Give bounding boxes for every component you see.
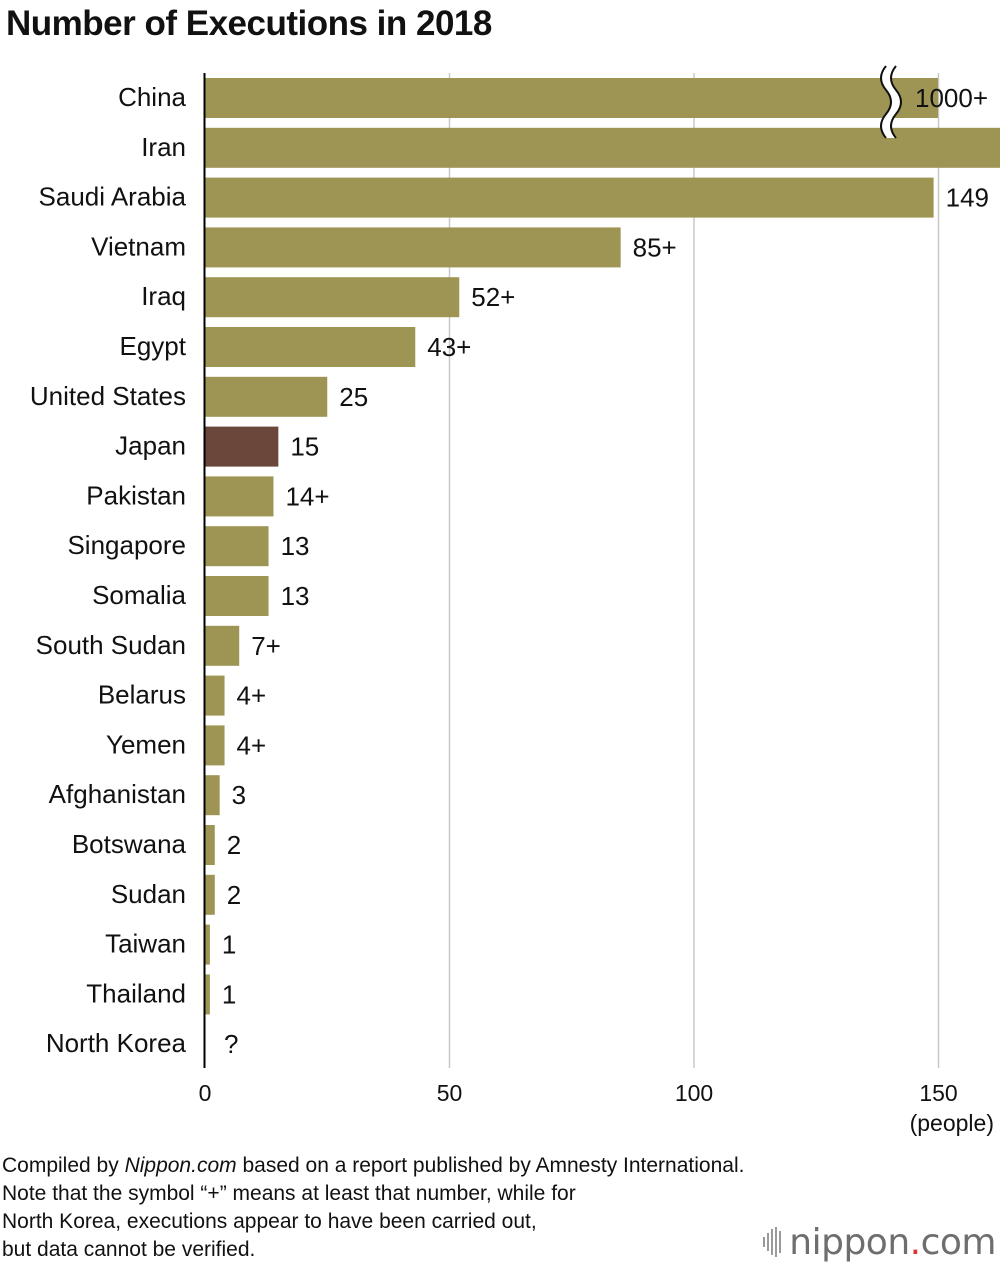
x-tick-label: 0: [199, 1080, 212, 1106]
logo-bars-icon: [763, 1227, 782, 1257]
value-labels: 1000+253+14985+52+43+251514+13137+4+4+32…: [222, 83, 989, 1059]
bar-chart: 1000+253+14985+52+43+251514+13137+4+4+32…: [30, 65, 1000, 1106]
value-label: 4+: [237, 730, 267, 760]
nippon-logo: nippon.com: [763, 1221, 997, 1263]
category-label: Afghanistan: [49, 779, 186, 809]
bar-iran: [205, 127, 1000, 168]
value-label: 1000+: [915, 83, 988, 113]
x-axis-unit-label: (people): [909, 1110, 994, 1136]
bar-pakistan: [205, 476, 274, 517]
axis-break-icon: [880, 65, 902, 139]
gridlines: [448, 73, 940, 1068]
bar-saudi-arabia: [205, 177, 934, 218]
bars: [205, 78, 1000, 1015]
footnotes: Compiled by Nippon.com based on a report…: [2, 1152, 744, 1264]
value-label: 2: [227, 830, 241, 860]
category-labels: China Iran Saudi Arabia Vietnam Iraq Egypt Uni…: [30, 82, 187, 1058]
bar-singapore: [205, 526, 269, 567]
x-tick-label: 100: [675, 1080, 713, 1106]
category-label: Iraq: [141, 281, 186, 311]
value-label: 14+: [285, 481, 329, 511]
note-line-3: North Korea, executions appear to have b…: [2, 1210, 537, 1233]
value-label: 43+: [427, 332, 471, 362]
value-label: 25: [339, 382, 368, 412]
category-label: Thailand: [86, 978, 186, 1008]
value-label: 52+: [471, 282, 515, 312]
bar-thailand: [205, 974, 210, 1015]
category-label: Sudan: [111, 879, 186, 909]
category-label: South Sudan: [36, 630, 186, 660]
bar-china: [205, 78, 938, 118]
category-label: Yemen: [106, 729, 186, 759]
note-line-2: Note that the symbol “+” means at least …: [2, 1182, 576, 1205]
value-label: 149: [946, 183, 989, 213]
x-tick-label: 150: [919, 1080, 957, 1106]
value-label: 85+: [633, 232, 677, 262]
x-tick-label: 50: [437, 1080, 463, 1106]
category-label: Saudi Arabia: [39, 182, 187, 212]
bar-united-states: [205, 376, 328, 417]
value-label: 2: [227, 880, 241, 910]
bar-botswana: [205, 825, 215, 865]
bar-afghanistan: [205, 775, 220, 816]
category-label: North Korea: [46, 1028, 187, 1058]
axis-break-marks: [880, 65, 902, 139]
note-line-1: Compiled by Nippon.com based on a report…: [2, 1154, 745, 1177]
value-label: 1: [222, 979, 236, 1009]
bar-japan: [205, 426, 279, 467]
note-line-4: but data cannot be verified.: [2, 1238, 256, 1261]
value-label: 13: [281, 581, 310, 611]
chart-title: Number of Executions in 2018: [6, 4, 492, 43]
category-label: Iran: [141, 132, 186, 162]
bar-somalia: [205, 576, 269, 616]
category-label: Taiwan: [105, 929, 186, 959]
break-line-right: [890, 65, 902, 139]
value-label: 13: [281, 531, 310, 561]
category-label: Botswana: [72, 829, 187, 859]
value-label: 4+: [237, 681, 267, 711]
bar-yemen: [205, 725, 225, 766]
value-label: 1: [222, 930, 236, 960]
x-tick-labels: 050100150200250: [199, 1080, 958, 1106]
bar-sudan: [205, 874, 215, 915]
value-label: ?: [224, 1029, 238, 1059]
logo-text: nippon.com: [789, 1221, 996, 1263]
bar-vietnam: [205, 227, 621, 268]
category-label: United States: [30, 381, 186, 411]
bar-belarus: [205, 675, 225, 716]
category-label: Somalia: [92, 580, 186, 610]
category-label: Japan: [115, 431, 186, 461]
category-label: Singapore: [67, 530, 186, 560]
bar-south-sudan: [205, 625, 240, 666]
value-label: 3: [232, 780, 246, 810]
bar-taiwan: [205, 924, 210, 965]
value-label: 7+: [251, 631, 281, 661]
category-label: Belarus: [98, 680, 186, 710]
category-label: Egypt: [120, 331, 187, 361]
break-line-left: [880, 65, 892, 139]
category-label: Pakistan: [86, 480, 186, 510]
category-label: Vietnam: [91, 231, 186, 261]
value-label: 15: [290, 432, 319, 462]
category-label: China: [118, 82, 186, 112]
source-site-name: Nippon.com: [124, 1154, 237, 1177]
bar-egypt: [205, 327, 416, 367]
bar-iraq: [205, 277, 460, 318]
